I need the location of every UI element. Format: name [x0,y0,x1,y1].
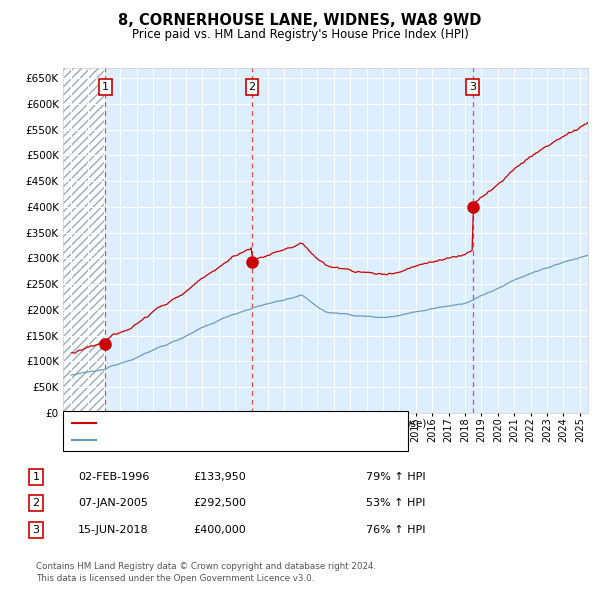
Text: Price paid vs. HM Land Registry's House Price Index (HPI): Price paid vs. HM Land Registry's House … [131,28,469,41]
Text: 3: 3 [32,525,40,535]
Text: Contains HM Land Registry data © Crown copyright and database right 2024.: Contains HM Land Registry data © Crown c… [36,562,376,571]
Text: 1: 1 [102,82,109,92]
Text: 53% ↑ HPI: 53% ↑ HPI [366,499,425,508]
Text: £133,950: £133,950 [193,472,246,481]
Text: 8, CORNERHOUSE LANE, WIDNES, WA8 9WD: 8, CORNERHOUSE LANE, WIDNES, WA8 9WD [118,13,482,28]
Text: 2: 2 [32,499,40,508]
Text: £400,000: £400,000 [193,525,246,535]
Text: This data is licensed under the Open Government Licence v3.0.: This data is licensed under the Open Gov… [36,573,314,583]
Text: 02-FEB-1996: 02-FEB-1996 [78,472,149,481]
Text: £292,500: £292,500 [193,499,246,508]
Text: 79% ↑ HPI: 79% ↑ HPI [366,472,425,481]
Text: 1: 1 [32,472,40,481]
Text: 76% ↑ HPI: 76% ↑ HPI [366,525,425,535]
Text: HPI: Average price, detached house, Halton: HPI: Average price, detached house, Halt… [100,435,328,445]
Text: 15-JUN-2018: 15-JUN-2018 [78,525,149,535]
Text: 07-JAN-2005: 07-JAN-2005 [78,499,148,508]
Text: 3: 3 [469,82,476,92]
Text: 2: 2 [248,82,256,92]
Text: 8, CORNERHOUSE LANE, WIDNES, WA8 9WD (detached house): 8, CORNERHOUSE LANE, WIDNES, WA8 9WD (de… [100,418,427,428]
Bar [63,68,106,413]
